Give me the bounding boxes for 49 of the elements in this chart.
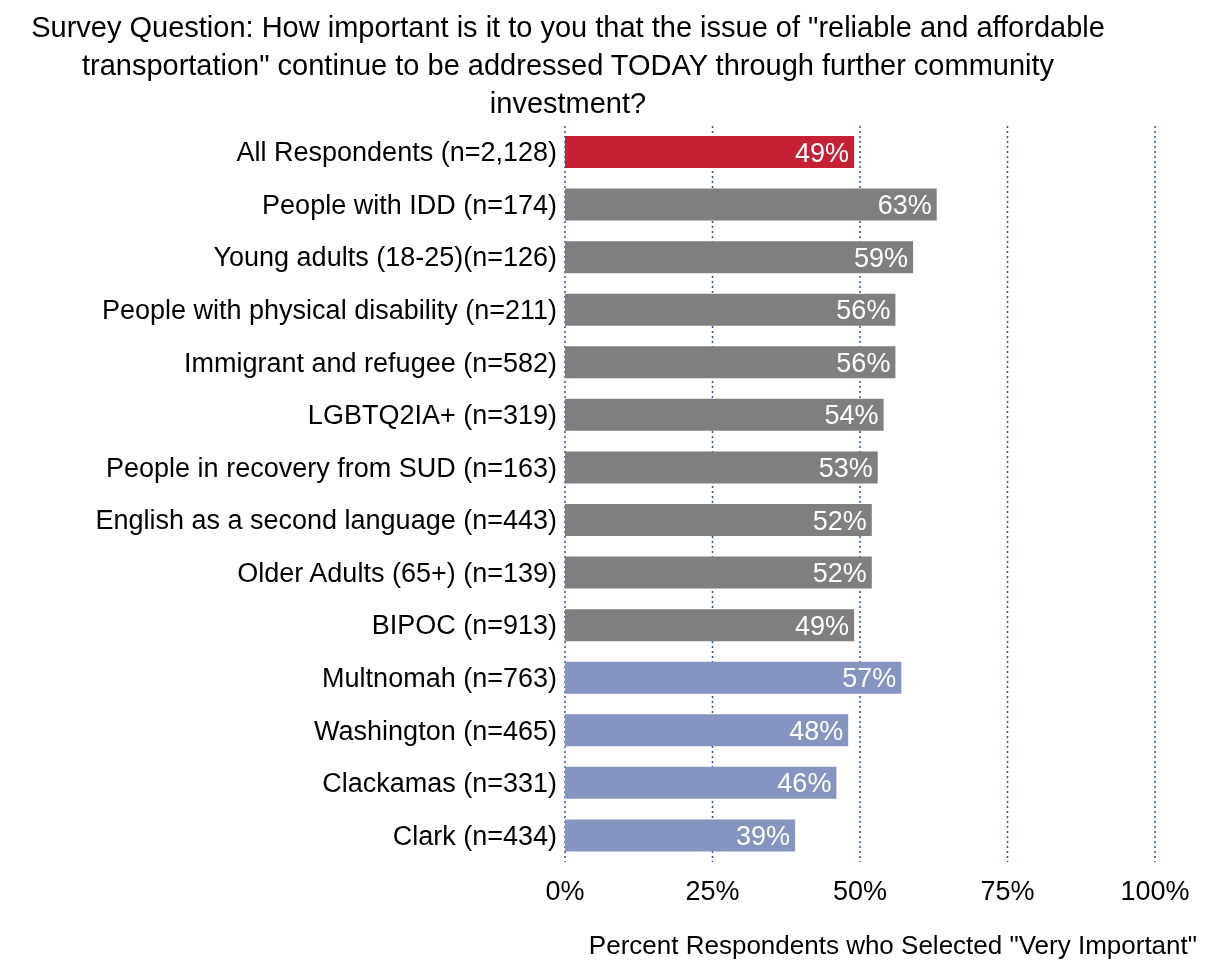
bar: [565, 504, 872, 536]
bar: [565, 398, 884, 431]
bar: [565, 188, 937, 221]
y-tick-label: Clark (n=434): [392, 820, 557, 851]
y-tick-label: BIPOC (n=913): [371, 610, 557, 641]
bar: [565, 556, 872, 589]
x-tick-label: 100%: [1120, 876, 1190, 906]
bar: [565, 241, 914, 274]
data-label: 53%: [818, 453, 873, 484]
bar: [565, 714, 849, 747]
y-tick-label: Washington (n=465): [314, 715, 557, 746]
data-label: 63%: [877, 190, 932, 221]
x-tick-label: 50%: [832, 876, 888, 906]
data-label: 39%: [736, 821, 791, 852]
data-label: 49%: [795, 137, 850, 168]
data-label: 46%: [777, 768, 832, 799]
bar: [565, 346, 896, 379]
bar: [565, 451, 878, 484]
y-tick-label: Older Adults (65+) (n=139): [237, 557, 557, 588]
x-axis-title: Percent Respondents who Selected "Very Important": [588, 930, 1197, 960]
data-label: 56%: [836, 295, 891, 326]
y-tick-label: Clackamas (n=331): [322, 768, 557, 799]
y-tick-label: People in recovery from SUD (n=163): [106, 452, 557, 483]
data-label: 48%: [789, 715, 844, 746]
data-label: 54%: [824, 400, 879, 431]
bar: [565, 136, 855, 168]
bar: [565, 766, 837, 799]
y-tick-label: Young adults (18-25)(n=126): [213, 242, 557, 273]
y-tick-label: People with IDD (n=174): [262, 189, 557, 220]
data-label: 49%: [795, 610, 850, 641]
chart-title: Survey Question: How important is it to you that the issue of "reliable and affordable transportation" continue to be addressed TODAY through further community investment?: [30, 10, 1106, 121]
x-tick-label: 25%: [685, 876, 740, 906]
y-tick-label: Multnomah (n=763): [322, 663, 557, 693]
data-label: 56%: [836, 347, 891, 378]
bar: [565, 819, 796, 852]
data-label: 57%: [842, 663, 897, 694]
y-tick-label: People with physical disability (n=211): [102, 295, 557, 325]
x-tick-label: 75%: [980, 876, 1035, 906]
bar: [565, 661, 902, 694]
bar: [565, 609, 855, 642]
y-tick-label: English as a second language (n=443): [95, 505, 557, 536]
y-tick-label: All Respondents (n=2,128): [236, 137, 557, 168]
data-label: 59%: [854, 242, 909, 273]
x-tick-label: 0%: [545, 876, 585, 906]
data-label: 52%: [812, 558, 867, 589]
bar: [565, 293, 896, 326]
y-tick-label: LGBTQ2IA+ (n=319): [307, 400, 557, 431]
data-label: 52%: [812, 505, 867, 536]
y-tick-label: Immigrant and refugee (n=582): [184, 347, 557, 378]
